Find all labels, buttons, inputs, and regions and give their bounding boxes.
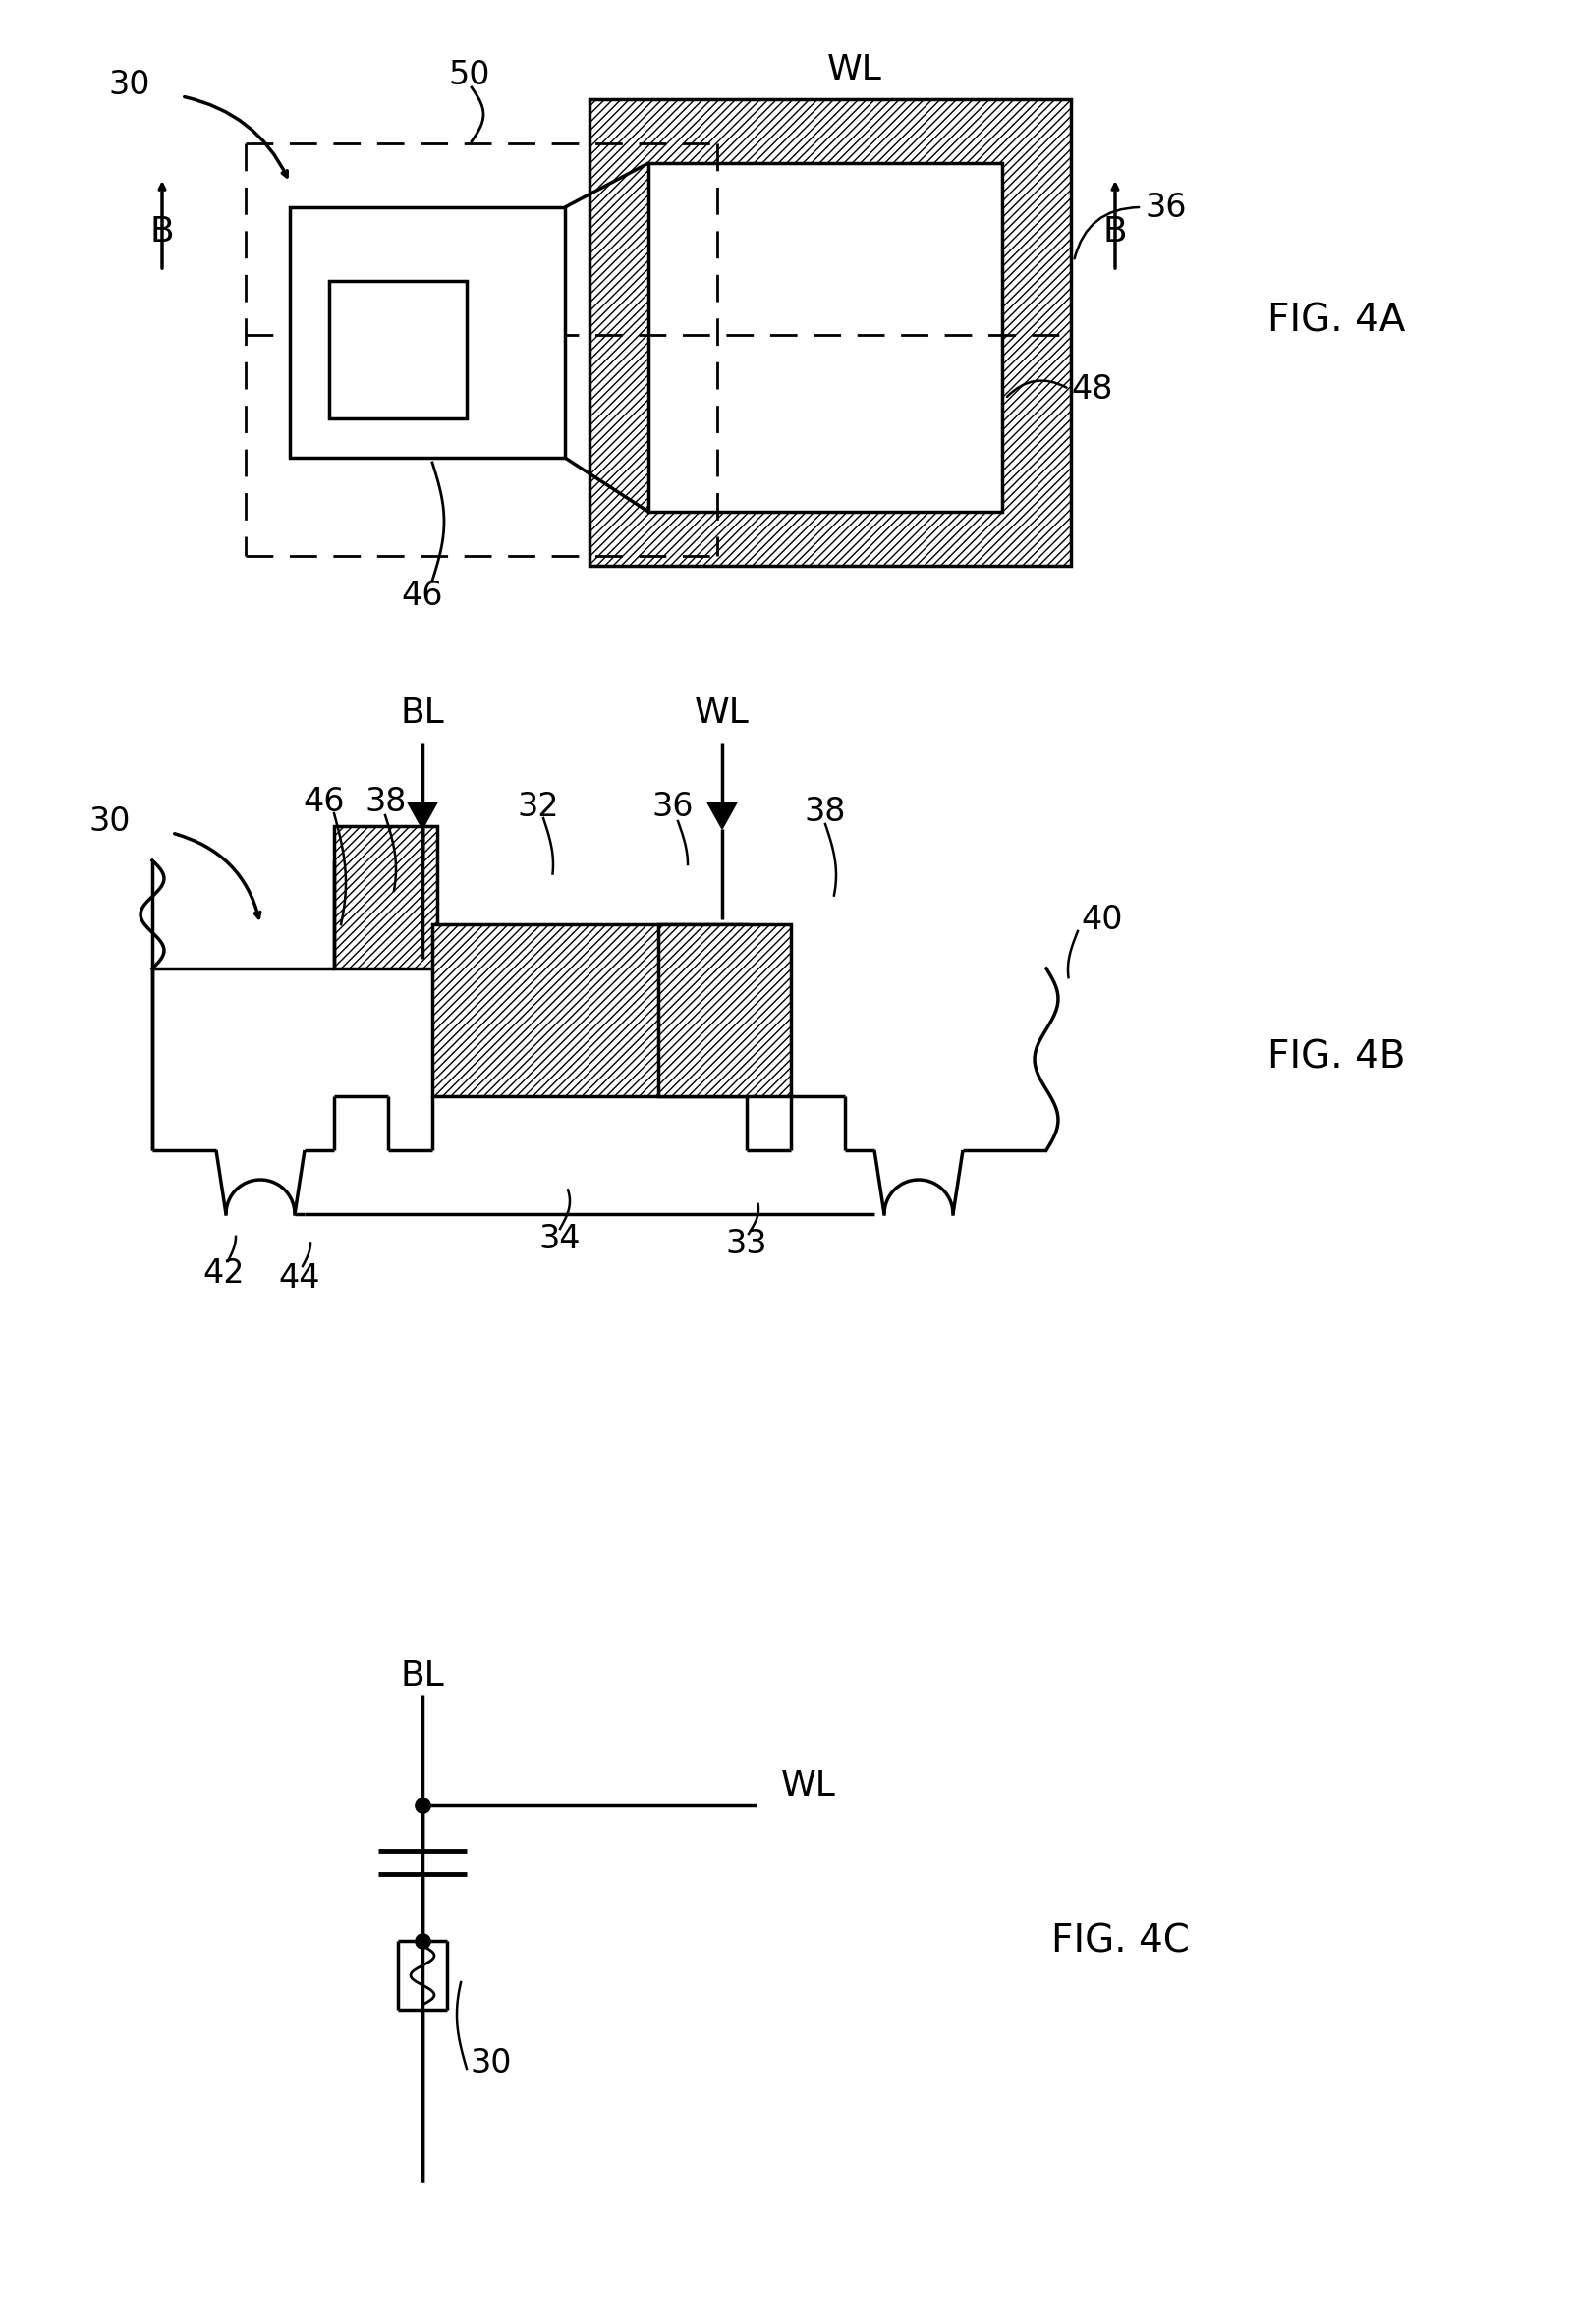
Text: 32: 32 [517, 790, 559, 823]
Text: BL: BL [401, 1659, 445, 1692]
Text: B: B [1103, 216, 1128, 249]
Text: B: B [149, 216, 174, 249]
Text: 46: 46 [402, 579, 443, 611]
Text: FIG. 4B: FIG. 4B [1268, 1039, 1406, 1076]
Text: 34: 34 [539, 1222, 581, 1255]
Polygon shape [408, 802, 437, 830]
Text: 38: 38 [804, 795, 847, 827]
Text: FIG. 4C: FIG. 4C [1051, 1922, 1189, 1959]
Text: 40: 40 [1081, 904, 1123, 937]
Text: 42: 42 [203, 1257, 245, 1290]
Text: 38: 38 [366, 786, 407, 818]
Text: 33: 33 [726, 1227, 768, 1260]
Text: FIG. 4A: FIG. 4A [1268, 302, 1406, 339]
Text: 36: 36 [652, 790, 694, 823]
Text: 30: 30 [88, 804, 130, 837]
Text: 50: 50 [449, 58, 490, 91]
Text: 30: 30 [108, 67, 149, 100]
Text: 46: 46 [303, 786, 346, 818]
Bar [649, 163, 1002, 511]
Bar [335, 825, 437, 969]
Text: BL: BL [401, 697, 445, 730]
Text: 44: 44 [278, 1262, 320, 1294]
Bar [432, 925, 746, 1097]
Text: WL: WL [828, 53, 883, 86]
Text: 36: 36 [1145, 191, 1186, 223]
Text: 48: 48 [1071, 372, 1112, 404]
Bar [658, 925, 790, 1097]
Bar [330, 281, 467, 418]
Bar [589, 100, 1071, 565]
Text: WL: WL [694, 697, 749, 730]
Text: WL: WL [781, 1769, 836, 1803]
Bar [289, 207, 566, 458]
Text: 30: 30 [470, 2047, 512, 2080]
Polygon shape [707, 802, 737, 830]
